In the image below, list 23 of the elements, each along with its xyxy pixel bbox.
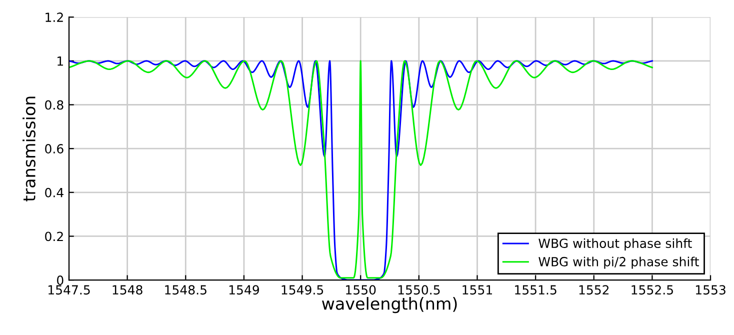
x-tick-label: 1551.5 <box>515 285 556 295</box>
x-tick-label: 1549 <box>229 285 259 295</box>
x-tick-label: 1548 <box>112 285 142 295</box>
y-tick-label: 0.4 <box>45 188 64 198</box>
x-tick-label: 1549.5 <box>282 285 324 295</box>
y-tick-label: 1 <box>58 56 63 66</box>
y-tick-label: 0.6 <box>45 144 64 154</box>
x-tick-label: 1552.5 <box>632 285 673 295</box>
x-tick-label: 1550.5 <box>398 285 440 295</box>
y-axis-title: transmission <box>22 96 36 202</box>
y-tick-label: 0.8 <box>45 100 64 110</box>
x-tick-label: 1548.5 <box>165 285 206 295</box>
legend-label: WBG with pi/2 phase shift <box>538 256 699 269</box>
x-tick-label: 1550 <box>346 285 376 295</box>
y-tick-label: 0 <box>57 276 64 285</box>
x-axis-title: wavelength(nm) <box>322 297 457 314</box>
y-tick-label: 0.2 <box>45 232 63 242</box>
x-tick-label: 1547.5 <box>48 285 90 295</box>
x-tick-label: 1553 <box>696 285 726 295</box>
y-tick-label: 1.2 <box>46 12 63 22</box>
x-tick-label: 1552 <box>579 285 609 295</box>
x-tick-label: 1551 <box>462 285 492 295</box>
legend-label: WBG without phase sihft <box>538 238 692 250</box>
